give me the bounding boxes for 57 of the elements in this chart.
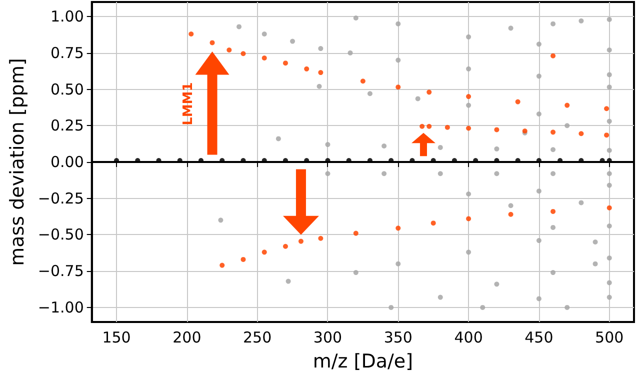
point <box>606 205 612 210</box>
point <box>426 124 432 129</box>
y-tick-label: 1.00 <box>50 8 84 26</box>
point <box>550 53 556 58</box>
point <box>262 56 267 60</box>
point <box>604 106 610 112</box>
point <box>426 90 432 95</box>
point <box>240 51 246 56</box>
point <box>282 244 288 249</box>
point <box>494 127 500 132</box>
y-tick-label: −0.50 <box>38 226 84 244</box>
point <box>353 230 358 236</box>
y-tick-label: −0.75 <box>38 262 84 280</box>
point <box>515 99 520 104</box>
point <box>210 40 215 46</box>
point <box>304 66 310 72</box>
x-tick-label: 200 <box>172 328 202 346</box>
point <box>396 226 401 231</box>
point <box>564 102 570 108</box>
point <box>318 236 324 241</box>
point <box>466 94 472 100</box>
point <box>396 84 401 90</box>
point <box>430 220 436 226</box>
point <box>444 124 450 130</box>
y-axis-title: mass deviation [ppm] <box>6 58 28 266</box>
point <box>550 208 556 214</box>
point <box>550 130 556 135</box>
annotation: LMM1 <box>180 82 196 126</box>
point <box>298 238 304 244</box>
point <box>360 78 366 84</box>
y-tick-label: 0.00 <box>50 153 84 171</box>
point <box>604 132 610 138</box>
y-tick-label: 0.75 <box>50 44 84 62</box>
point <box>318 70 324 76</box>
x-tick-label: 350 <box>384 328 412 346</box>
point <box>282 60 288 66</box>
point <box>188 32 194 36</box>
x-tick-label: 500 <box>595 328 624 346</box>
x-tick-label: 400 <box>454 328 483 346</box>
point <box>262 250 267 255</box>
x-tick-label: 150 <box>102 328 131 346</box>
point <box>420 124 425 129</box>
point <box>226 48 232 52</box>
x-tick-label: 250 <box>243 328 272 346</box>
x-axis-title: m/z [Da/e] <box>312 350 413 372</box>
point <box>508 212 514 217</box>
point <box>578 131 584 136</box>
point <box>466 126 472 131</box>
x-tick-label: 450 <box>524 328 554 346</box>
point <box>466 216 472 222</box>
point <box>220 262 225 268</box>
y-tick-label: −1.00 <box>38 298 84 316</box>
y-tick-label: 0.25 <box>50 116 84 135</box>
y-tick-label: −0.25 <box>38 189 84 208</box>
x-tick-label: 300 <box>313 328 342 346</box>
y-tick-label: 0.50 <box>50 80 84 98</box>
point <box>240 256 246 262</box>
